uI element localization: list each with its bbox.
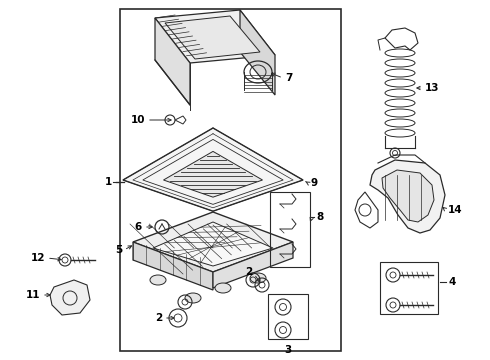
- Polygon shape: [370, 160, 445, 233]
- Polygon shape: [155, 18, 190, 105]
- Text: 12: 12: [30, 253, 45, 263]
- Bar: [268, 294, 308, 339]
- Ellipse shape: [250, 273, 266, 283]
- Text: 13: 13: [425, 83, 440, 93]
- Polygon shape: [213, 242, 293, 288]
- Ellipse shape: [185, 293, 201, 303]
- Text: 4: 4: [448, 277, 455, 287]
- Polygon shape: [153, 222, 273, 266]
- Bar: [270, 192, 310, 267]
- Polygon shape: [165, 16, 260, 59]
- Text: 8: 8: [316, 212, 323, 222]
- Text: 11: 11: [25, 290, 40, 300]
- Text: 1: 1: [105, 177, 112, 187]
- Polygon shape: [133, 242, 213, 290]
- Text: 3: 3: [284, 345, 292, 355]
- Bar: [380, 262, 438, 314]
- Polygon shape: [382, 170, 434, 222]
- Polygon shape: [164, 152, 263, 197]
- Polygon shape: [123, 128, 303, 211]
- Polygon shape: [50, 280, 90, 315]
- Bar: [120, 9, 341, 351]
- Text: 2: 2: [245, 267, 252, 277]
- Polygon shape: [155, 10, 275, 63]
- Polygon shape: [133, 212, 293, 272]
- Text: 10: 10: [130, 115, 145, 125]
- Text: 7: 7: [285, 73, 293, 83]
- Polygon shape: [240, 10, 275, 95]
- Text: 2: 2: [155, 313, 162, 323]
- Ellipse shape: [150, 275, 166, 285]
- Text: 5: 5: [115, 245, 122, 255]
- Text: 9: 9: [310, 178, 317, 188]
- Ellipse shape: [215, 283, 231, 293]
- Text: 6: 6: [135, 222, 142, 232]
- Text: 14: 14: [448, 205, 463, 215]
